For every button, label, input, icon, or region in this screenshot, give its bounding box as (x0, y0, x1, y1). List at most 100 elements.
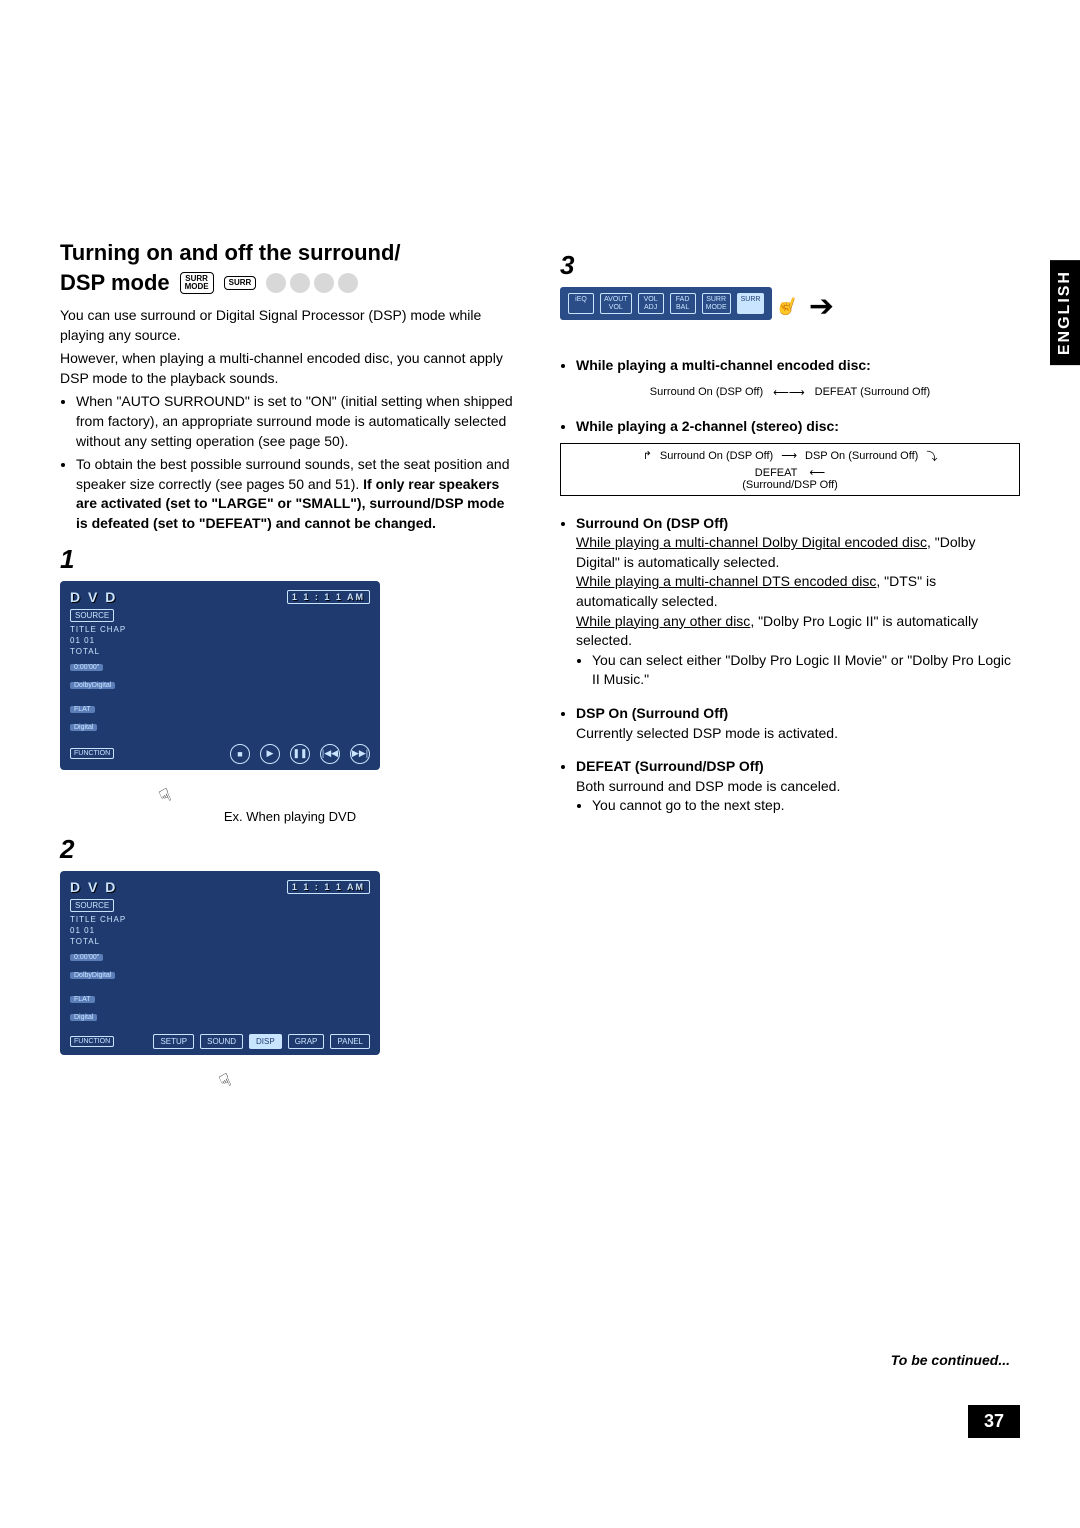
intro-list-item-1: When "AUTO SURROUND" is set to "ON" (ini… (76, 392, 520, 451)
dsp-on-item: DSP On (Surround Off) Currently selected… (576, 704, 1020, 743)
screen-clock: 1 1 : 1 1 AM (287, 590, 370, 604)
defeat-section: DEFEAT (Surround/DSP Off) Both surround … (560, 757, 1020, 816)
screen2-menu-row: FUNCTION SETUP SOUND DISP GRAP PANEL (70, 1034, 370, 1049)
mode-ieq[interactable]: iEQ (568, 293, 594, 314)
mode-avout-vol[interactable]: AVOUT VOL (600, 293, 632, 314)
screen-dvd-label: D V D (70, 589, 117, 605)
chip-surr-mode: SURR MODE (180, 272, 214, 294)
pointer-arrow-2: ☟ (220, 1063, 520, 1094)
screen-source-box: SOURCE (70, 609, 114, 622)
cycle2-bottom1: DEFEAT (755, 467, 797, 479)
cycle2-right: DSP On (Surround Off) (805, 450, 918, 462)
dot-icon (290, 273, 310, 293)
mode-fad-bal[interactable]: FAD BAL (670, 293, 696, 314)
cycle-diagram-2: ↱ Surround On (DSP Off) ⟶ DSP On (Surrou… (560, 443, 1020, 496)
screen-time-tag: 0:00'00" (70, 664, 103, 671)
screen-dolby-tag: DolbyDigital (70, 972, 115, 979)
intro-list-item-2: To obtain the best possible surround sou… (76, 455, 520, 533)
surround-on-head: Surround On (DSP Off) (576, 515, 728, 531)
screen-flat-tag: FLAT (70, 706, 95, 713)
screen-title-chap: TITLE CHAP (70, 625, 370, 634)
function-button[interactable]: FUNCTION (70, 748, 114, 759)
function-button[interactable]: FUNCTION (70, 1036, 114, 1047)
defeat-sublist: You cannot go to the next step. (576, 796, 1020, 816)
stop-button[interactable]: ■ (230, 744, 250, 764)
corner-arrow-icon: ↱ (643, 449, 652, 462)
screen2-header: D V D 1 1 : 1 1 AM (70, 879, 370, 895)
screen-dvd-label: D V D (70, 879, 117, 895)
section-title-row2: DSP mode SURR MODE SURR (60, 270, 520, 296)
menu-sound[interactable]: SOUND (200, 1034, 243, 1049)
prev-button[interactable]: |◀◀ (320, 744, 340, 764)
defeat-sub-item: You cannot go to the next step. (592, 796, 1020, 816)
dot-icon (338, 273, 358, 293)
cycle2-left: Surround On (DSP Off) (660, 450, 773, 462)
screen-digital-tag: Digital (70, 724, 97, 731)
surround-on-section: Surround On (DSP Off) While playing a mu… (560, 514, 1020, 690)
screen-source-box: SOURCE (70, 899, 114, 912)
screen-clock: 1 1 : 1 1 AM (287, 880, 370, 894)
section-title: Turning on and off the surround/ (60, 240, 520, 266)
screen1-controls: FUNCTION ■ ▶ ❚❚ |◀◀ ▶▶| (70, 744, 370, 764)
so-p2a: While playing a multi-channel DTS encode… (576, 573, 876, 589)
page-number: 37 (968, 1405, 1020, 1438)
step-number-1: 1 (60, 544, 520, 575)
bullet-multi-channel: While playing a multi-channel encoded di… (576, 356, 1020, 376)
mode-vol-adj[interactable]: VOL ADJ (638, 293, 664, 314)
page-content: Turning on and off the surround/ DSP mod… (60, 40, 1020, 1094)
language-tab: ENGLISH (1050, 260, 1080, 365)
screen-total: TOTAL (70, 937, 370, 946)
mode-surr[interactable]: SURR (737, 293, 765, 314)
dot-icon (266, 273, 286, 293)
dsp-on-text: Currently selected DSP mode is activated… (576, 725, 838, 741)
screen-nums: 01 01 (70, 926, 370, 935)
mode-strip: iEQ AVOUT VOL VOL ADJ FAD BAL SURR MODE … (560, 287, 772, 320)
menu-setup[interactable]: SETUP (153, 1034, 194, 1049)
right-list-1: While playing a multi-channel encoded di… (560, 356, 1020, 376)
so-sublist: You can select either "Dolby Pro Logic I… (576, 651, 1020, 690)
defeat-head: DEFEAT (Surround/DSP Off) (576, 758, 764, 774)
screen1-header: D V D 1 1 : 1 1 AM (70, 589, 370, 605)
step-number-2: 2 (60, 834, 520, 865)
finger-icon: ☝ (774, 293, 802, 320)
screen-dolby-tag: DolbyDigital (70, 682, 115, 689)
pause-button[interactable]: ❚❚ (290, 744, 310, 764)
chip-surr: SURR (224, 276, 257, 290)
play-button[interactable]: ▶ (260, 744, 280, 764)
cycle-diagram-1: Surround On (DSP Off) ⟵⟶ DEFEAT (Surroun… (560, 382, 1020, 403)
decorative-dots (266, 273, 358, 293)
screen-dvd-2: D V D 1 1 : 1 1 AM SOURCE TITLE CHAP 01 … (60, 871, 380, 1055)
right-list-2: While playing a 2-channel (stereo) disc: (560, 417, 1020, 437)
screen-time-tag: 0:00'00" (70, 954, 103, 961)
dsp-on-head: DSP On (Surround Off) (576, 705, 728, 721)
screen-total: TOTAL (70, 647, 370, 656)
section-title-line1: Turning on and off the surround/ (60, 240, 401, 266)
intro-paragraph-1: You can use surround or Digital Signal P… (60, 306, 520, 345)
right-column: 3 iEQ AVOUT VOL VOL ADJ FAD BAL SURR MOD… (560, 240, 1020, 1094)
arrow-right-icon: ➔ (809, 289, 834, 324)
screen-title-chap: TITLE CHAP (70, 915, 370, 924)
step-number-3: 3 (560, 250, 1020, 281)
next-button[interactable]: ▶▶| (350, 744, 370, 764)
bullet-2channel: While playing a 2-channel (stereo) disc: (576, 417, 1020, 437)
defeat-text: Both surround and DSP mode is canceled. (576, 778, 840, 794)
menu-disp[interactable]: DISP (249, 1034, 282, 1049)
arrow-left-icon: ⟵ (809, 467, 825, 479)
left-column: Turning on and off the surround/ DSP mod… (60, 240, 520, 1094)
finger-icon: ☟ (216, 1069, 235, 1093)
intro-list: When "AUTO SURROUND" is set to "ON" (ini… (60, 392, 520, 533)
double-arrow-icon: ⟵⟶ (773, 386, 805, 399)
corner-arrow-icon: ⤵ (926, 448, 937, 464)
mode-surr-mode[interactable]: SURR MODE (702, 293, 731, 314)
so-p1a: While playing a multi-channel Dolby Digi… (576, 534, 927, 550)
screen-dvd-1: D V D 1 1 : 1 1 AM SOURCE TITLE CHAP 01 … (60, 581, 380, 770)
so-p3a: While playing any other disc (576, 613, 750, 629)
arrow-right-icon: ⟶ (781, 449, 797, 462)
cycle1-left: Surround On (DSP Off) (650, 386, 763, 398)
screen-nums: 01 01 (70, 636, 370, 645)
cycle1-right: DEFEAT (Surround Off) (815, 386, 931, 398)
screen-digital-tag: Digital (70, 1014, 97, 1021)
screen-flat-tag: FLAT (70, 996, 95, 1003)
menu-panel[interactable]: PANEL (330, 1034, 370, 1049)
menu-grap[interactable]: GRAP (288, 1034, 325, 1049)
